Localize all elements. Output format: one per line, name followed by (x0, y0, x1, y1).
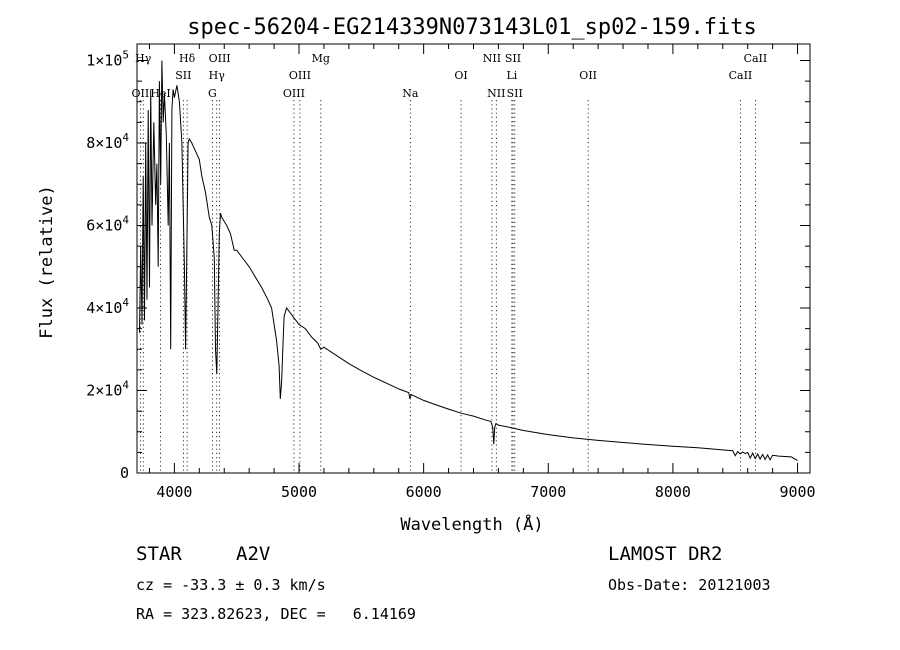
spectral-line-label: HeI (150, 87, 170, 100)
ra-dec: RA = 323.82623, DEC = 6.14169 (136, 605, 416, 623)
spectral-line-label: Na (402, 87, 419, 100)
spectral-line-label: OIII (283, 87, 305, 100)
survey-name: LAMOST DR2 (608, 543, 723, 565)
spectral-line-label: OIII (209, 52, 231, 65)
object-class: STAR (136, 543, 182, 565)
spectral-line-label: CaII (729, 69, 753, 82)
x-tick-label: 8000 (655, 483, 691, 501)
spectrum-series-line (139, 60, 798, 462)
y-axis-ticks: 0 2×104 4×104 6×104 8×104 1×105 (86, 49, 810, 482)
y-tick-label: 0 (120, 464, 129, 482)
y-tick-label: 6×104 (86, 214, 129, 235)
y-tick-label: 1×105 (86, 49, 129, 70)
spectral-line-label: Li (506, 69, 517, 82)
spectral-line-label: OIII (289, 69, 311, 82)
x-tick-label: 7000 (530, 483, 566, 501)
y-tick-label: 8×104 (86, 131, 129, 152)
redshift-velocity: cz = -33.3 ± 0.3 km/s (136, 576, 326, 594)
y-axis-label: Flux (relative) (37, 185, 57, 339)
spectral-line-label: CaII (744, 52, 768, 65)
spectral-line-label: G (208, 87, 217, 100)
spectral-line-label: NII (483, 52, 501, 65)
spectral-line-label: SII (505, 52, 521, 65)
x-tick-label: 5000 (281, 483, 317, 501)
spectral-line-label: SII (175, 69, 191, 82)
y-tick-label: 4×104 (86, 296, 129, 317)
object-subclass: A2V (236, 543, 271, 565)
x-axis-label: Wavelength (Å) (400, 513, 543, 535)
spectral-line-label: OII (132, 87, 150, 100)
x-tick-label: 6000 (406, 483, 442, 501)
observation-date: Obs-Date: 20121003 (608, 576, 771, 594)
spectral-line-label: NII (487, 87, 505, 100)
spectral-line-label: OII (579, 69, 597, 82)
x-axis-ticks: 4000 5000 6000 7000 8000 9000 (148, 44, 816, 501)
chart-title: spec-56204-EG214339N073143L01_sp02-159.f… (187, 15, 757, 40)
x-tick-label: 9000 (779, 483, 815, 501)
spectral-line-label: SII (507, 87, 523, 100)
y-tick-label: 2×104 (86, 379, 129, 400)
spectral-line-label: Mg (312, 52, 330, 65)
spectral-line-markers (139, 100, 756, 473)
spectral-line-label: Hγ (209, 69, 226, 82)
plot-frame (136, 43, 811, 474)
spectral-line-label: Hδ (179, 52, 196, 65)
spectral-line-label: Hγ (135, 52, 152, 65)
x-tick-label: 4000 (156, 483, 192, 501)
spectral-line-label: OI (454, 69, 467, 82)
